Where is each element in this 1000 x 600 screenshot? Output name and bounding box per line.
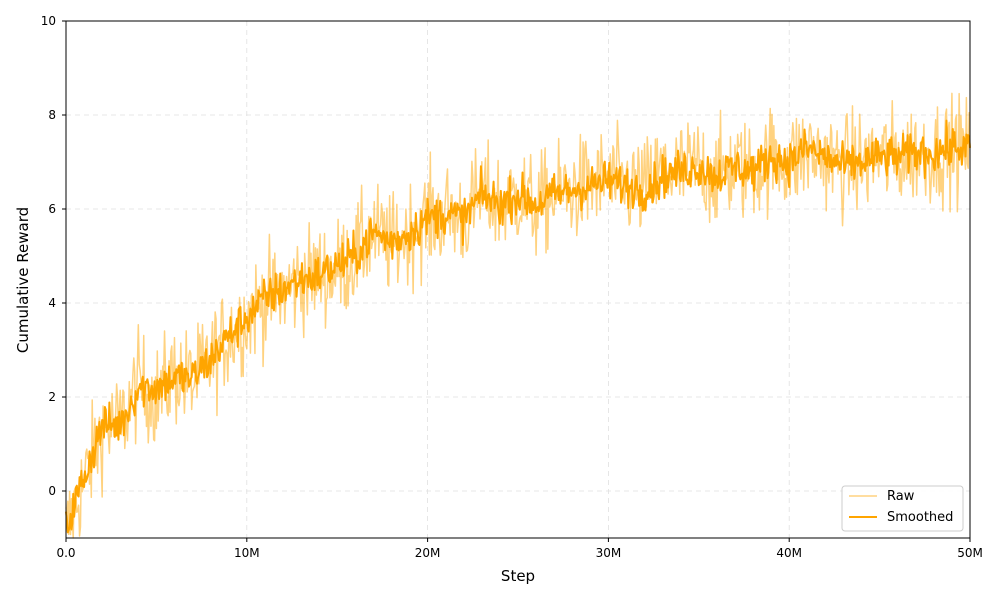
x-axis-label: Step [501,567,535,585]
y-tick-label: 8 [48,108,56,122]
y-tick-label: 6 [48,202,56,216]
plot-frame [65,20,971,539]
x-tick-label: 40M [776,546,802,560]
legend: Raw Smoothed [841,485,964,532]
y-axis-label: Cumulative Reward [14,207,32,353]
x-axis: 0.0 10M 20M 30M 40M 50M [56,538,983,560]
y-tick-label: 2 [48,390,56,404]
x-tick-label: 20M [415,546,441,560]
x-tick-label: 30M [596,546,622,560]
legend-label-smoothed: Smoothed [887,510,953,525]
x-tick-label: 0.0 [56,546,75,560]
legend-box [841,485,964,532]
series-layer [65,92,971,539]
x-tick-label: 10M [234,546,260,560]
legend-label-raw: Raw [887,489,915,504]
y-tick-label: 0 [48,484,56,498]
y-tick-label: 4 [48,296,56,310]
series-line-smoothed [65,119,971,534]
x-tick-label: 50M [957,546,983,560]
plot-background [66,21,970,538]
y-axis: 0 2 4 6 8 10 [41,14,66,498]
y-tick-label: 10 [41,14,56,28]
